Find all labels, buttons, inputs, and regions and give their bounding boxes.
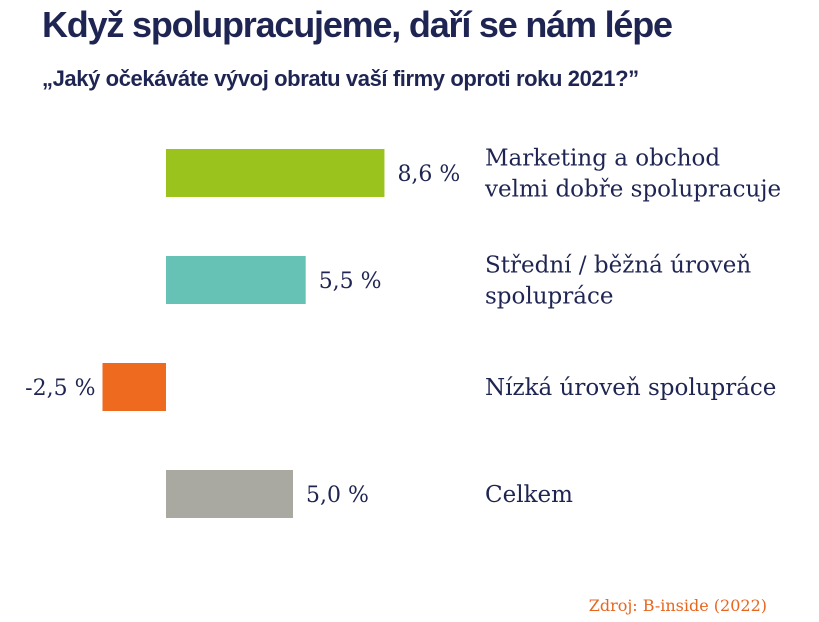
source-note: Zdroj: B-inside (2022) — [588, 596, 767, 615]
value-label-1: 5,5 % — [319, 269, 382, 294]
bar-1 — [166, 256, 306, 304]
bar-0 — [166, 149, 385, 197]
category-label-3: Celkem — [485, 482, 573, 508]
page-title: Když spolupracujeme, daří se nám lépe — [42, 4, 673, 45]
value-label-0: 8,6 % — [397, 162, 460, 187]
category-label-0: Marketing a obchod velmi dobře spolupracu… — [484, 146, 781, 203]
page-subtitle: „Jaký očekáváte vývoj obratu vaší firmy … — [42, 66, 639, 91]
category-label-2: Nízká úroveň spolupráce — [485, 375, 776, 401]
bar-2 — [102, 363, 166, 411]
bar-3 — [166, 470, 293, 518]
category-label-1: Střední / běžná úroveň spolupráce — [485, 253, 751, 310]
value-label-2: -2,5 % — [25, 376, 95, 401]
value-label-3: 5,0 % — [306, 483, 369, 508]
